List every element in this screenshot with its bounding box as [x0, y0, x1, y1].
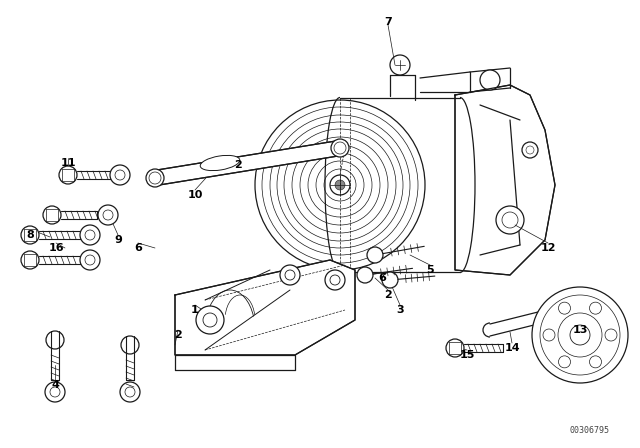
- Circle shape: [559, 302, 570, 314]
- Circle shape: [21, 251, 39, 269]
- Circle shape: [357, 267, 373, 283]
- Circle shape: [589, 356, 602, 368]
- Circle shape: [110, 165, 130, 185]
- Text: 1: 1: [191, 305, 199, 315]
- Polygon shape: [154, 140, 341, 186]
- Circle shape: [80, 225, 100, 245]
- Text: 10: 10: [188, 190, 203, 200]
- Circle shape: [21, 226, 39, 244]
- Circle shape: [325, 270, 345, 290]
- Text: 2: 2: [384, 290, 392, 300]
- Circle shape: [390, 55, 410, 75]
- Circle shape: [589, 302, 602, 314]
- Text: 2: 2: [174, 330, 182, 340]
- Circle shape: [543, 329, 555, 341]
- Text: 16: 16: [48, 243, 64, 253]
- Circle shape: [522, 142, 538, 158]
- Circle shape: [335, 180, 345, 190]
- Text: 13: 13: [572, 325, 588, 335]
- Circle shape: [605, 329, 617, 341]
- Circle shape: [59, 166, 77, 184]
- Text: 8: 8: [26, 230, 34, 240]
- Circle shape: [446, 339, 464, 357]
- Text: 9: 9: [114, 235, 122, 245]
- Text: 11: 11: [60, 158, 76, 168]
- Circle shape: [80, 250, 100, 270]
- Circle shape: [480, 70, 500, 90]
- Circle shape: [45, 382, 65, 402]
- Text: 7: 7: [384, 17, 392, 27]
- Text: 15: 15: [460, 350, 475, 360]
- Circle shape: [532, 287, 628, 383]
- Circle shape: [121, 336, 139, 354]
- Text: 2: 2: [234, 160, 242, 170]
- Text: 3: 3: [396, 305, 404, 315]
- Text: 6: 6: [378, 273, 386, 283]
- Circle shape: [46, 331, 64, 349]
- Ellipse shape: [331, 139, 349, 157]
- Circle shape: [120, 382, 140, 402]
- Circle shape: [280, 265, 300, 285]
- Text: 4: 4: [51, 380, 59, 390]
- Text: 14: 14: [504, 343, 520, 353]
- Ellipse shape: [146, 169, 164, 187]
- Circle shape: [255, 100, 425, 270]
- Ellipse shape: [200, 155, 240, 171]
- Circle shape: [196, 306, 224, 334]
- Text: 00306795: 00306795: [570, 426, 610, 435]
- Polygon shape: [455, 85, 555, 275]
- Circle shape: [559, 356, 570, 368]
- Circle shape: [367, 247, 383, 263]
- Circle shape: [330, 175, 350, 195]
- Circle shape: [43, 206, 61, 224]
- Circle shape: [382, 272, 398, 288]
- Circle shape: [98, 205, 118, 225]
- Circle shape: [496, 206, 524, 234]
- Text: 6: 6: [134, 243, 142, 253]
- Polygon shape: [175, 260, 355, 355]
- Text: 12: 12: [540, 243, 556, 253]
- Text: 5: 5: [426, 265, 434, 275]
